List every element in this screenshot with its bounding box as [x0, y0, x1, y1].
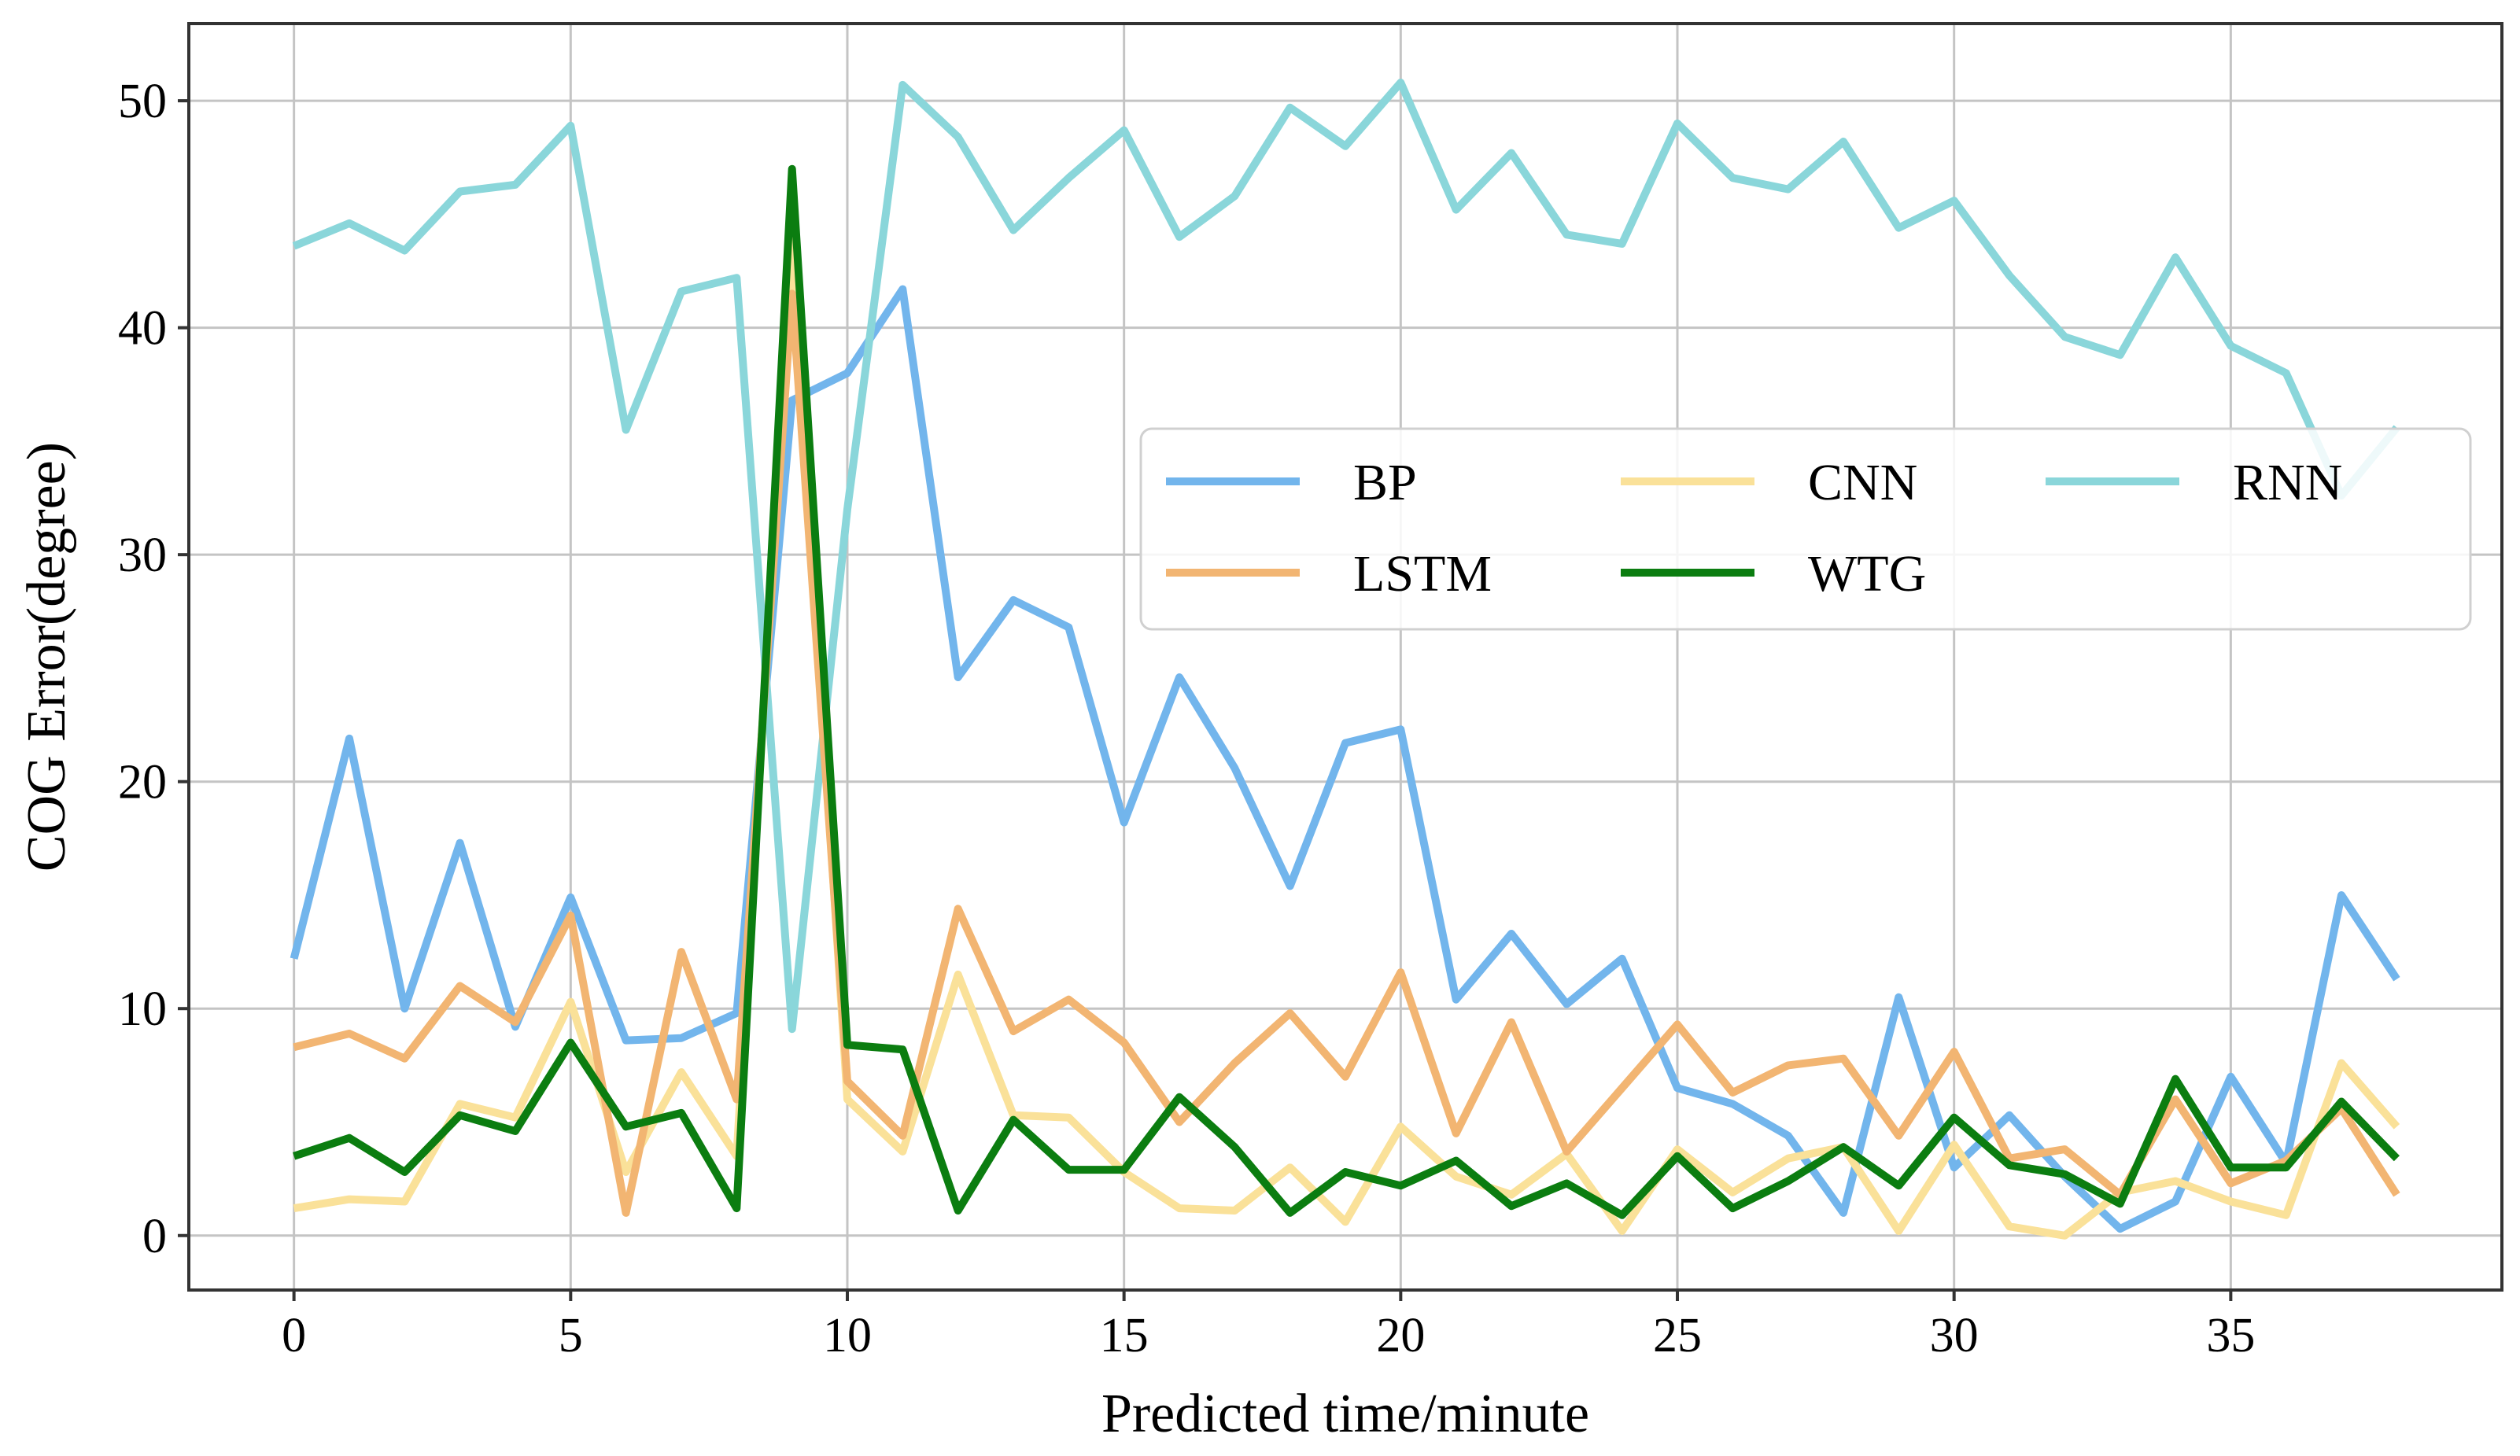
legend-label-bp: BP: [1353, 454, 1417, 511]
series-line-wtg: [293, 164, 2400, 1219]
series-lines: [290, 79, 2400, 1240]
x-tick-label: 30: [1930, 1309, 1979, 1362]
y-axis-ticks: 0 10 20 30 40 50: [118, 75, 189, 1263]
series-line-cnn: [293, 233, 2400, 1240]
legend-label-wtg: WTG: [1808, 545, 1926, 603]
y-tick-label: 30: [118, 529, 167, 582]
x-tick-label: 35: [2206, 1309, 2255, 1362]
x-tick-label: 10: [823, 1309, 872, 1362]
legend-label-rnn: RNN: [2233, 454, 2342, 511]
x-tick-label: 25: [1653, 1309, 1702, 1362]
legend-label-lstm: LSTM: [1353, 545, 1492, 603]
y-tick-label: 40: [118, 302, 167, 356]
x-axis-ticks: 0 5 10 15 20 25 30 35: [282, 1290, 2255, 1362]
legend: BP CNN RNN LSTM WTG: [1139, 427, 2472, 631]
x-tick-label: 5: [559, 1309, 583, 1362]
x-tick-label: 0: [282, 1309, 306, 1362]
x-axis-label: Predicted time/minute: [1101, 1384, 1589, 1444]
y-axis-label: COG Error(degree): [17, 442, 77, 872]
series-line-rnn: [292, 79, 2400, 1034]
x-tick-label: 20: [1376, 1309, 1425, 1362]
x-tick-label: 15: [1100, 1309, 1149, 1362]
plot-frame: [187, 22, 2503, 1292]
y-tick-label: 50: [118, 75, 167, 128]
y-tick-label: 0: [142, 1210, 167, 1263]
y-tick-label: 20: [118, 756, 167, 809]
grid: [189, 24, 2502, 1290]
y-tick-label: 10: [118, 982, 167, 1036]
legend-label-cnn: CNN: [1808, 454, 1917, 511]
